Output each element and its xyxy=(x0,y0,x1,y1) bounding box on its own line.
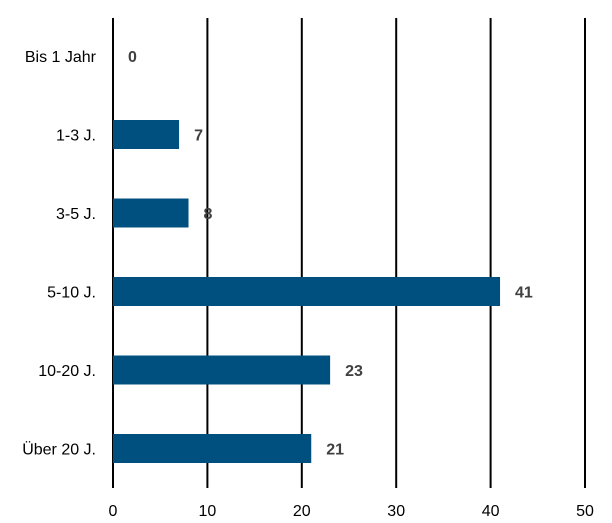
category-label: 10-20 J. xyxy=(38,363,96,380)
x-tick-label: 10 xyxy=(199,503,217,520)
data-labels: 0 7 8 41 23 21 xyxy=(128,49,533,459)
bars xyxy=(113,120,501,463)
x-tick-label: 20 xyxy=(293,503,311,520)
bar xyxy=(113,355,331,385)
data-label: 41 xyxy=(515,285,533,302)
category-label: Über 20 J. xyxy=(22,441,96,459)
category-label: 1-3 J. xyxy=(56,128,96,145)
data-label: 8 xyxy=(204,206,213,223)
category-label: 5-10 J. xyxy=(47,285,96,302)
category-label: 3-5 J. xyxy=(56,206,96,223)
category-labels: Bis 1 Jahr 1-3 J. 3-5 J. 5-10 J. 10-20 J. Übe… xyxy=(22,49,96,459)
bar xyxy=(113,198,189,228)
bar xyxy=(113,277,501,306)
x-tick-label: 50 xyxy=(576,503,594,520)
data-label: 21 xyxy=(326,442,344,459)
bar xyxy=(113,120,180,149)
x-tick-label: 0 xyxy=(109,503,118,520)
category-label: Bis 1 Jahr xyxy=(25,49,97,66)
bar xyxy=(113,434,312,463)
data-label: 23 xyxy=(345,363,363,380)
x-axis-tick-labels: 0 10 20 30 40 50 xyxy=(109,503,594,520)
grid-lines xyxy=(112,18,586,488)
x-tick-label: 40 xyxy=(482,503,500,520)
data-label: 7 xyxy=(194,128,203,145)
x-tick-label: 30 xyxy=(387,503,405,520)
data-label: 0 xyxy=(128,49,137,66)
